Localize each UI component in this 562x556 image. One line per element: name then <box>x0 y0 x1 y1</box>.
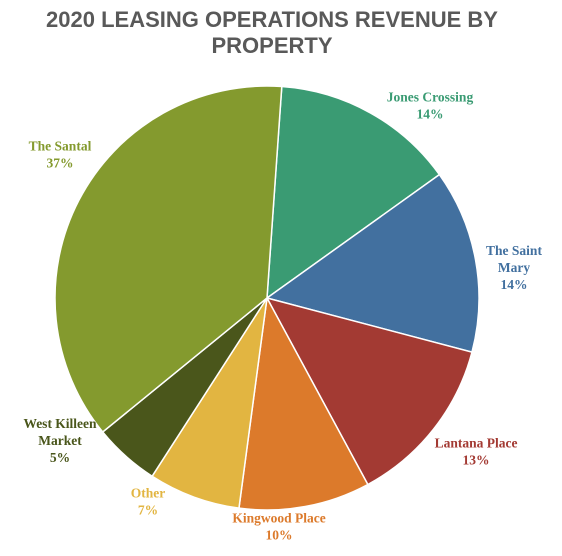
pie-slice-the-saint-mary <box>265 173 480 354</box>
slice-label: Lantana Place 13% <box>435 436 518 468</box>
slice-label: Kingwood Place 10% <box>232 511 325 543</box>
slice-label: The Saint Mary 14% <box>486 243 542 292</box>
slice-name-label: Other <box>131 486 166 501</box>
slice-label: Jones Crossing 14% <box>387 90 474 122</box>
slice-percent-label: 7% <box>138 503 158 518</box>
chart-title-line-2: PROPERTY <box>211 33 332 58</box>
pie-slices <box>54 85 480 511</box>
slice-name-label: Kingwood Place <box>232 511 325 526</box>
slice-percent-label: 13% <box>463 453 490 468</box>
slice-label: The Santal 37% <box>29 139 92 171</box>
pie-slice-kingwood-place <box>238 295 369 511</box>
slice-percent-label: 14% <box>417 107 444 122</box>
slice-name-label: Mary <box>498 260 530 275</box>
slice-name-label: Lantana Place <box>435 436 518 451</box>
slice-label: Other 7% <box>131 486 166 518</box>
pie-slice-jones-crossing <box>266 85 441 300</box>
slice-name-label: Jones Crossing <box>387 90 474 105</box>
slice-labels: Jones Crossing 14% The Saint Mary 14% Lantana… <box>23 90 542 543</box>
slice-percent-label: 10% <box>266 528 293 543</box>
slice-percent-label: 5% <box>50 450 70 465</box>
slice-name-label: The Santal <box>29 139 92 154</box>
chart-title-line-1: 2020 LEASING OPERATIONS REVENUE BY <box>46 7 498 32</box>
slice-percent-label: 14% <box>501 277 528 292</box>
slice-name-label: The Saint <box>486 243 542 258</box>
pie-slice-the-santal <box>54 85 283 434</box>
slice-name-label: Market <box>38 433 82 448</box>
slice-name-label: West Killeen <box>23 416 97 431</box>
pie-slice-lantana-place <box>265 296 473 486</box>
slice-percent-label: 37% <box>47 156 74 171</box>
slice-label: West Killeen Market 5% <box>23 416 97 465</box>
chart-title: 2020 LEASING OPERATIONS REVENUE BY PROPE… <box>46 7 498 58</box>
